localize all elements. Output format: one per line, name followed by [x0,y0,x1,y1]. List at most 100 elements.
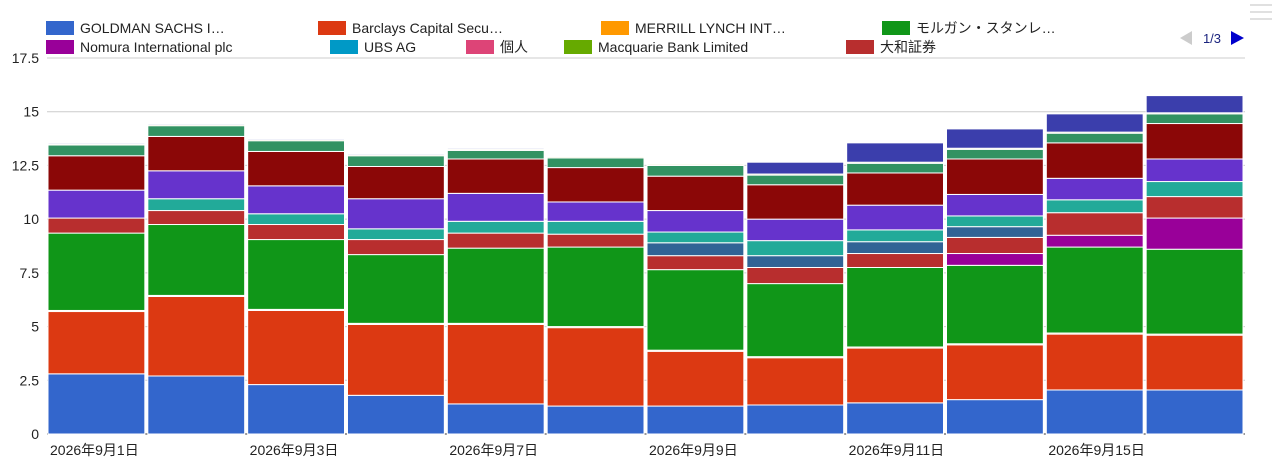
bar-segment[interactable] [846,266,945,348]
bar-segment[interactable] [47,373,146,435]
bar-segment[interactable] [546,167,645,203]
legend-item[interactable]: Macquarie Bank Limited [564,39,748,55]
bar-segment[interactable] [746,404,845,435]
bar-segment[interactable] [546,405,645,435]
bar-segment[interactable] [746,357,845,406]
bar-segment[interactable] [147,198,246,212]
legend-item[interactable]: 大和証券 [846,39,936,55]
bar-segment[interactable] [247,138,346,141]
bar-segment[interactable] [546,157,645,169]
bar-segment[interactable] [446,158,545,194]
bar-segment[interactable] [347,239,445,256]
bar-segment[interactable] [646,405,745,435]
bar-segment[interactable] [746,240,845,257]
bar-segment[interactable] [1145,123,1244,160]
bar-segment[interactable] [946,158,1044,195]
bar-segment[interactable] [47,142,146,145]
bar-segment[interactable] [846,253,945,268]
bar-segment[interactable] [1145,389,1244,435]
bar-segment[interactable] [646,164,745,177]
bar-segment[interactable] [746,283,845,358]
bar-segment[interactable] [347,198,445,230]
bar-segment[interactable] [746,218,845,242]
bar-segment[interactable] [347,153,445,156]
bar-segment[interactable] [646,269,745,351]
bar-segment[interactable] [646,210,745,233]
bar-segment[interactable] [846,172,945,206]
bar-segment[interactable] [1045,212,1144,236]
bar-segment[interactable] [946,253,1044,266]
bar-segment[interactable] [546,233,645,248]
bar-segment[interactable] [946,226,1044,238]
bar-segment[interactable] [1045,333,1144,391]
bar-segment[interactable] [946,193,1044,217]
legend-item[interactable]: Barclays Capital Secu… [318,20,503,36]
bar-segment[interactable] [1045,199,1144,214]
legend-item[interactable]: MERRILL LYNCH INT… [601,20,786,36]
bar-segment[interactable] [646,231,745,244]
bar-segment[interactable] [1145,334,1244,391]
bar-segment[interactable] [746,184,845,220]
bar-segment[interactable] [646,255,745,271]
legend-item[interactable]: GOLDMAN SACHS I… [46,20,225,36]
bar-segment[interactable] [1045,177,1144,201]
bar-segment[interactable] [347,323,445,396]
bar-segment[interactable] [247,309,346,386]
bar-segment[interactable] [1145,158,1244,183]
bar-segment[interactable] [646,175,745,212]
bar-segment[interactable] [147,123,246,126]
bar-segment[interactable] [446,232,545,249]
legend-next-page-icon[interactable] [1231,31,1244,45]
bar-segment[interactable] [846,229,945,243]
bar-segment[interactable] [347,166,445,200]
bar-segment[interactable] [1045,389,1144,435]
bar-segment[interactable] [1145,196,1244,219]
bar-segment[interactable] [946,148,1044,160]
bar-segment[interactable] [147,295,246,377]
bar-segment[interactable] [846,142,945,163]
bar-segment[interactable] [1045,132,1144,144]
bar-segment[interactable] [846,347,945,404]
bar-segment[interactable] [746,161,845,175]
bar-segment[interactable] [446,247,545,324]
bar-segment[interactable] [247,140,346,152]
bar-segment[interactable] [247,224,346,241]
legend-prev-page-icon[interactable] [1180,31,1192,45]
chart-menu-icon[interactable] [1250,4,1272,20]
bar-segment[interactable] [946,128,1044,149]
bar-segment[interactable] [446,323,545,405]
bar-segment[interactable] [47,155,146,191]
legend-item[interactable]: UBS AG [330,39,416,55]
bar-segment[interactable] [446,220,545,234]
bar-segment[interactable] [546,327,645,407]
legend-item[interactable]: 個人 [466,39,528,55]
bar-segment[interactable] [47,311,146,375]
bar-segment[interactable] [1045,246,1144,334]
bar-segment[interactable] [247,239,346,310]
bar-segment[interactable] [646,242,745,257]
bar-segment[interactable] [1045,142,1144,179]
bar-segment[interactable] [646,350,745,407]
bar-segment[interactable] [446,147,545,150]
bar-segment[interactable] [646,163,745,166]
bar-segment[interactable] [946,236,1044,255]
bar-segment[interactable] [946,344,1044,401]
bar-segment[interactable] [946,264,1044,345]
bar-segment[interactable] [1045,234,1144,248]
bar-segment[interactable] [147,135,246,172]
bar-segment[interactable] [946,399,1044,435]
bar-segment[interactable] [47,189,146,219]
bar-segment[interactable] [1145,248,1244,335]
bar-segment[interactable] [946,215,1044,228]
bar-segment[interactable] [446,192,545,222]
bar-segment[interactable] [247,150,346,187]
bar-segment[interactable] [1145,113,1244,125]
bar-segment[interactable] [47,144,146,157]
bar-segment[interactable] [546,201,645,222]
bar-segment[interactable] [846,402,945,435]
bar-segment[interactable] [746,174,845,186]
bar-segment[interactable] [746,266,845,285]
bar-segment[interactable] [247,213,346,226]
bar-segment[interactable] [47,217,146,234]
bar-segment[interactable] [147,170,246,200]
